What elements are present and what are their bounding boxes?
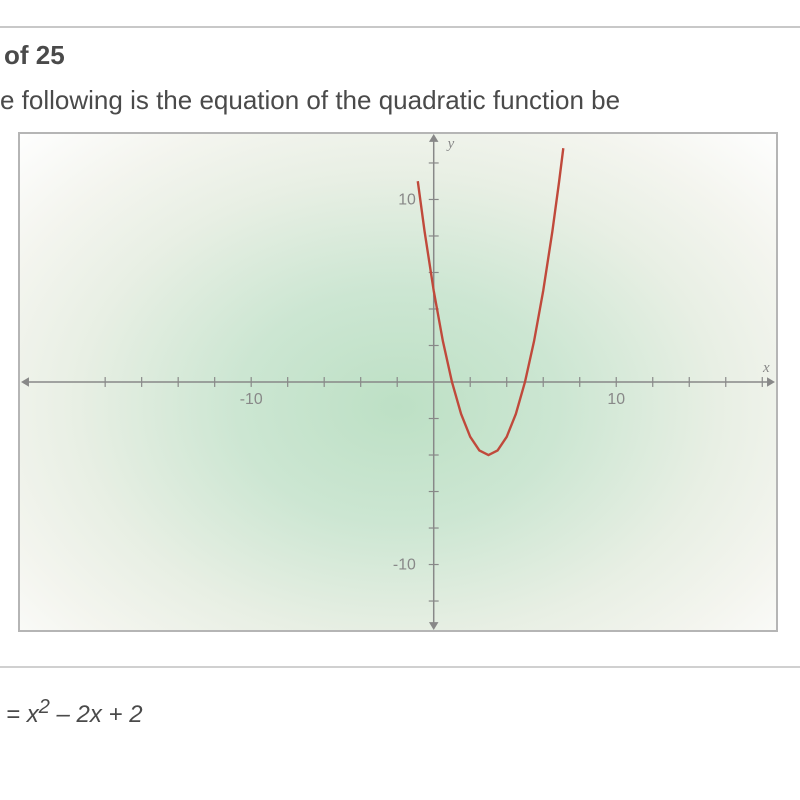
svg-text:10: 10 [398,191,416,208]
bottom-divider [0,666,800,668]
chart-svg: -10 10 10 -10 y x [20,134,776,630]
svg-text:-10: -10 [393,556,416,573]
quadratic-chart: -10 10 10 -10 y x [18,132,778,632]
top-divider [0,26,800,28]
svg-text:10: 10 [607,391,625,408]
svg-text:y: y [446,136,455,152]
question-counter: of 25 [0,40,800,85]
answer-option-a-text: = x2 – 2x + 2 [6,701,143,728]
page-container: of 25 e following is the equation of the… [0,0,800,800]
answer-option-a[interactable]: = x2 – 2x + 2 [0,696,800,729]
svg-text:x: x [762,360,770,376]
svg-text:-10: -10 [240,391,263,408]
question-prompt: e following is the equation of the quadr… [0,85,800,132]
